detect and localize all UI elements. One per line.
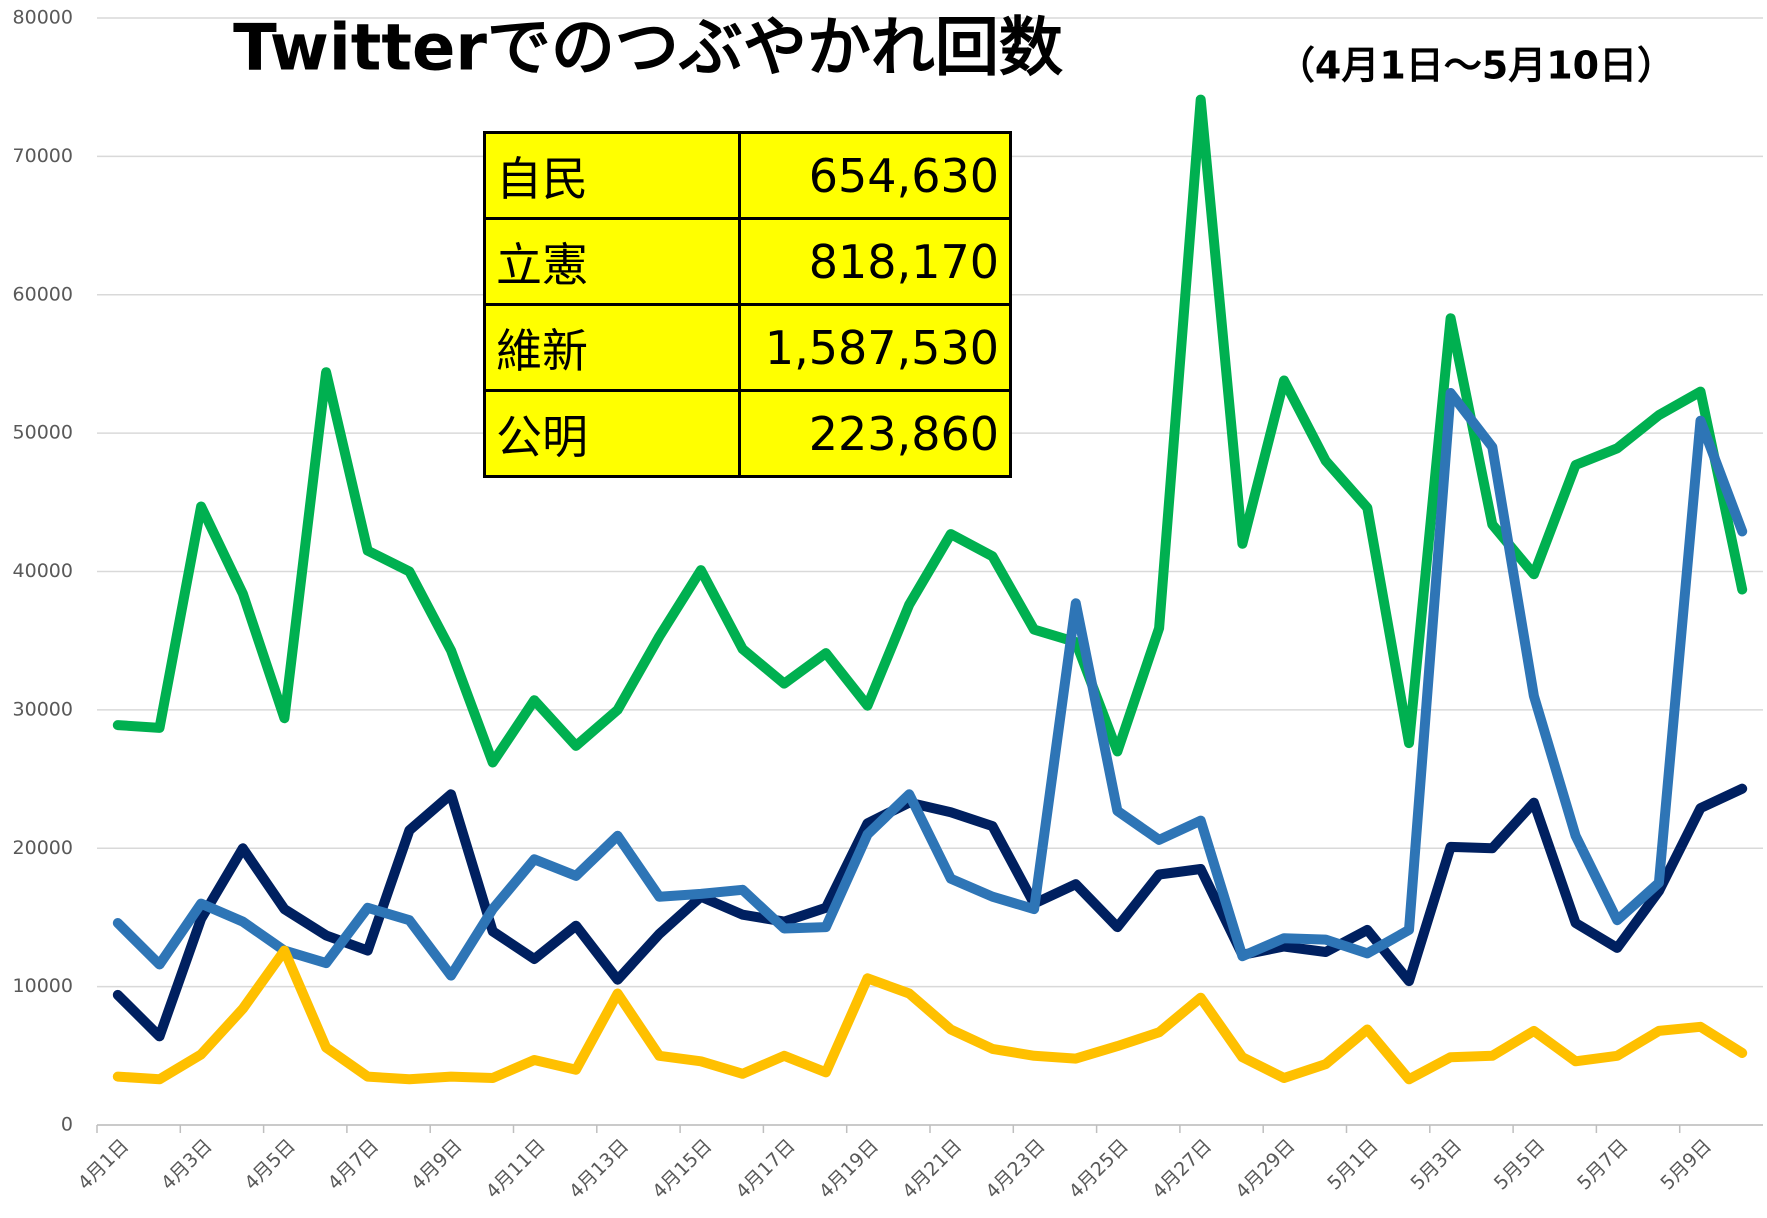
x-tick-label: 5月1日 [1323, 1135, 1383, 1195]
lines [112, 94, 1748, 1085]
chart-title: Twitterでのつぶやかれ回数 [233, 12, 1063, 86]
y-tick-label: 40000 [13, 560, 73, 582]
x-tick-label: 4月9日 [407, 1135, 467, 1195]
y-tick-label: 10000 [13, 975, 73, 997]
x-tick-label: 4月19日 [815, 1135, 883, 1203]
party-name: 公明 [483, 389, 741, 478]
x-tick-label: 4月27日 [1148, 1135, 1216, 1203]
y-tick-label: 50000 [13, 422, 73, 444]
x-tick-label: 4月23日 [981, 1135, 1049, 1203]
series-line [112, 388, 1748, 981]
party-name: 自民 [483, 131, 741, 220]
chart-subtitle: （4月1日～5月10日） [1277, 44, 1675, 88]
x-tick-label: 5月7日 [1573, 1135, 1633, 1195]
party-name: 維新 [483, 303, 741, 392]
x-tick-label: 5月3日 [1407, 1135, 1467, 1195]
x-tick-label: 5月5日 [1490, 1135, 1550, 1195]
party-total: 1,587,530 [738, 303, 1012, 392]
y-tick-label: 60000 [13, 283, 73, 305]
x-tick-label: 4月25日 [1065, 1135, 1133, 1203]
x-tick-label: 4月11日 [482, 1135, 550, 1203]
party-total: 818,170 [738, 217, 1012, 306]
totals-table: 自民 654,630 立憲 818,170 維新 1,587,530 公明 223,860 [483, 131, 1012, 478]
party-total: 223,860 [738, 389, 1012, 478]
table-row: 維新 1,587,530 [483, 303, 1012, 392]
table-row: 立憲 818,170 [483, 217, 1012, 306]
x-tick-label: 4月29日 [1231, 1135, 1299, 1203]
x-tick-label: 4月5日 [240, 1135, 300, 1195]
x-tick-label: 4月17日 [732, 1135, 800, 1203]
y-tick-label: 70000 [13, 145, 73, 167]
series-line [112, 783, 1748, 1042]
party-total: 654,630 [738, 131, 1012, 220]
party-name: 立憲 [483, 217, 741, 306]
x-tick-label: 4月15日 [648, 1135, 716, 1203]
table-row: 自民 654,630 [483, 131, 1012, 220]
y-tick-label: 0 [61, 1114, 73, 1136]
x-tick-label: 5月9日 [1656, 1135, 1716, 1195]
y-tick-label: 80000 [13, 7, 73, 29]
y-tick-label: 20000 [13, 837, 73, 859]
x-tick-label: 4月3日 [157, 1135, 217, 1195]
x-tick-label: 4月1日 [74, 1135, 134, 1195]
table-row: 公明 223,860 [483, 389, 1012, 478]
y-tick-label: 30000 [13, 698, 73, 720]
x-tick-label: 4月7日 [324, 1135, 384, 1195]
x-tick-label: 4月13日 [565, 1135, 633, 1203]
x-tick-label: 4月21日 [898, 1135, 966, 1203]
series-line [112, 945, 1748, 1085]
